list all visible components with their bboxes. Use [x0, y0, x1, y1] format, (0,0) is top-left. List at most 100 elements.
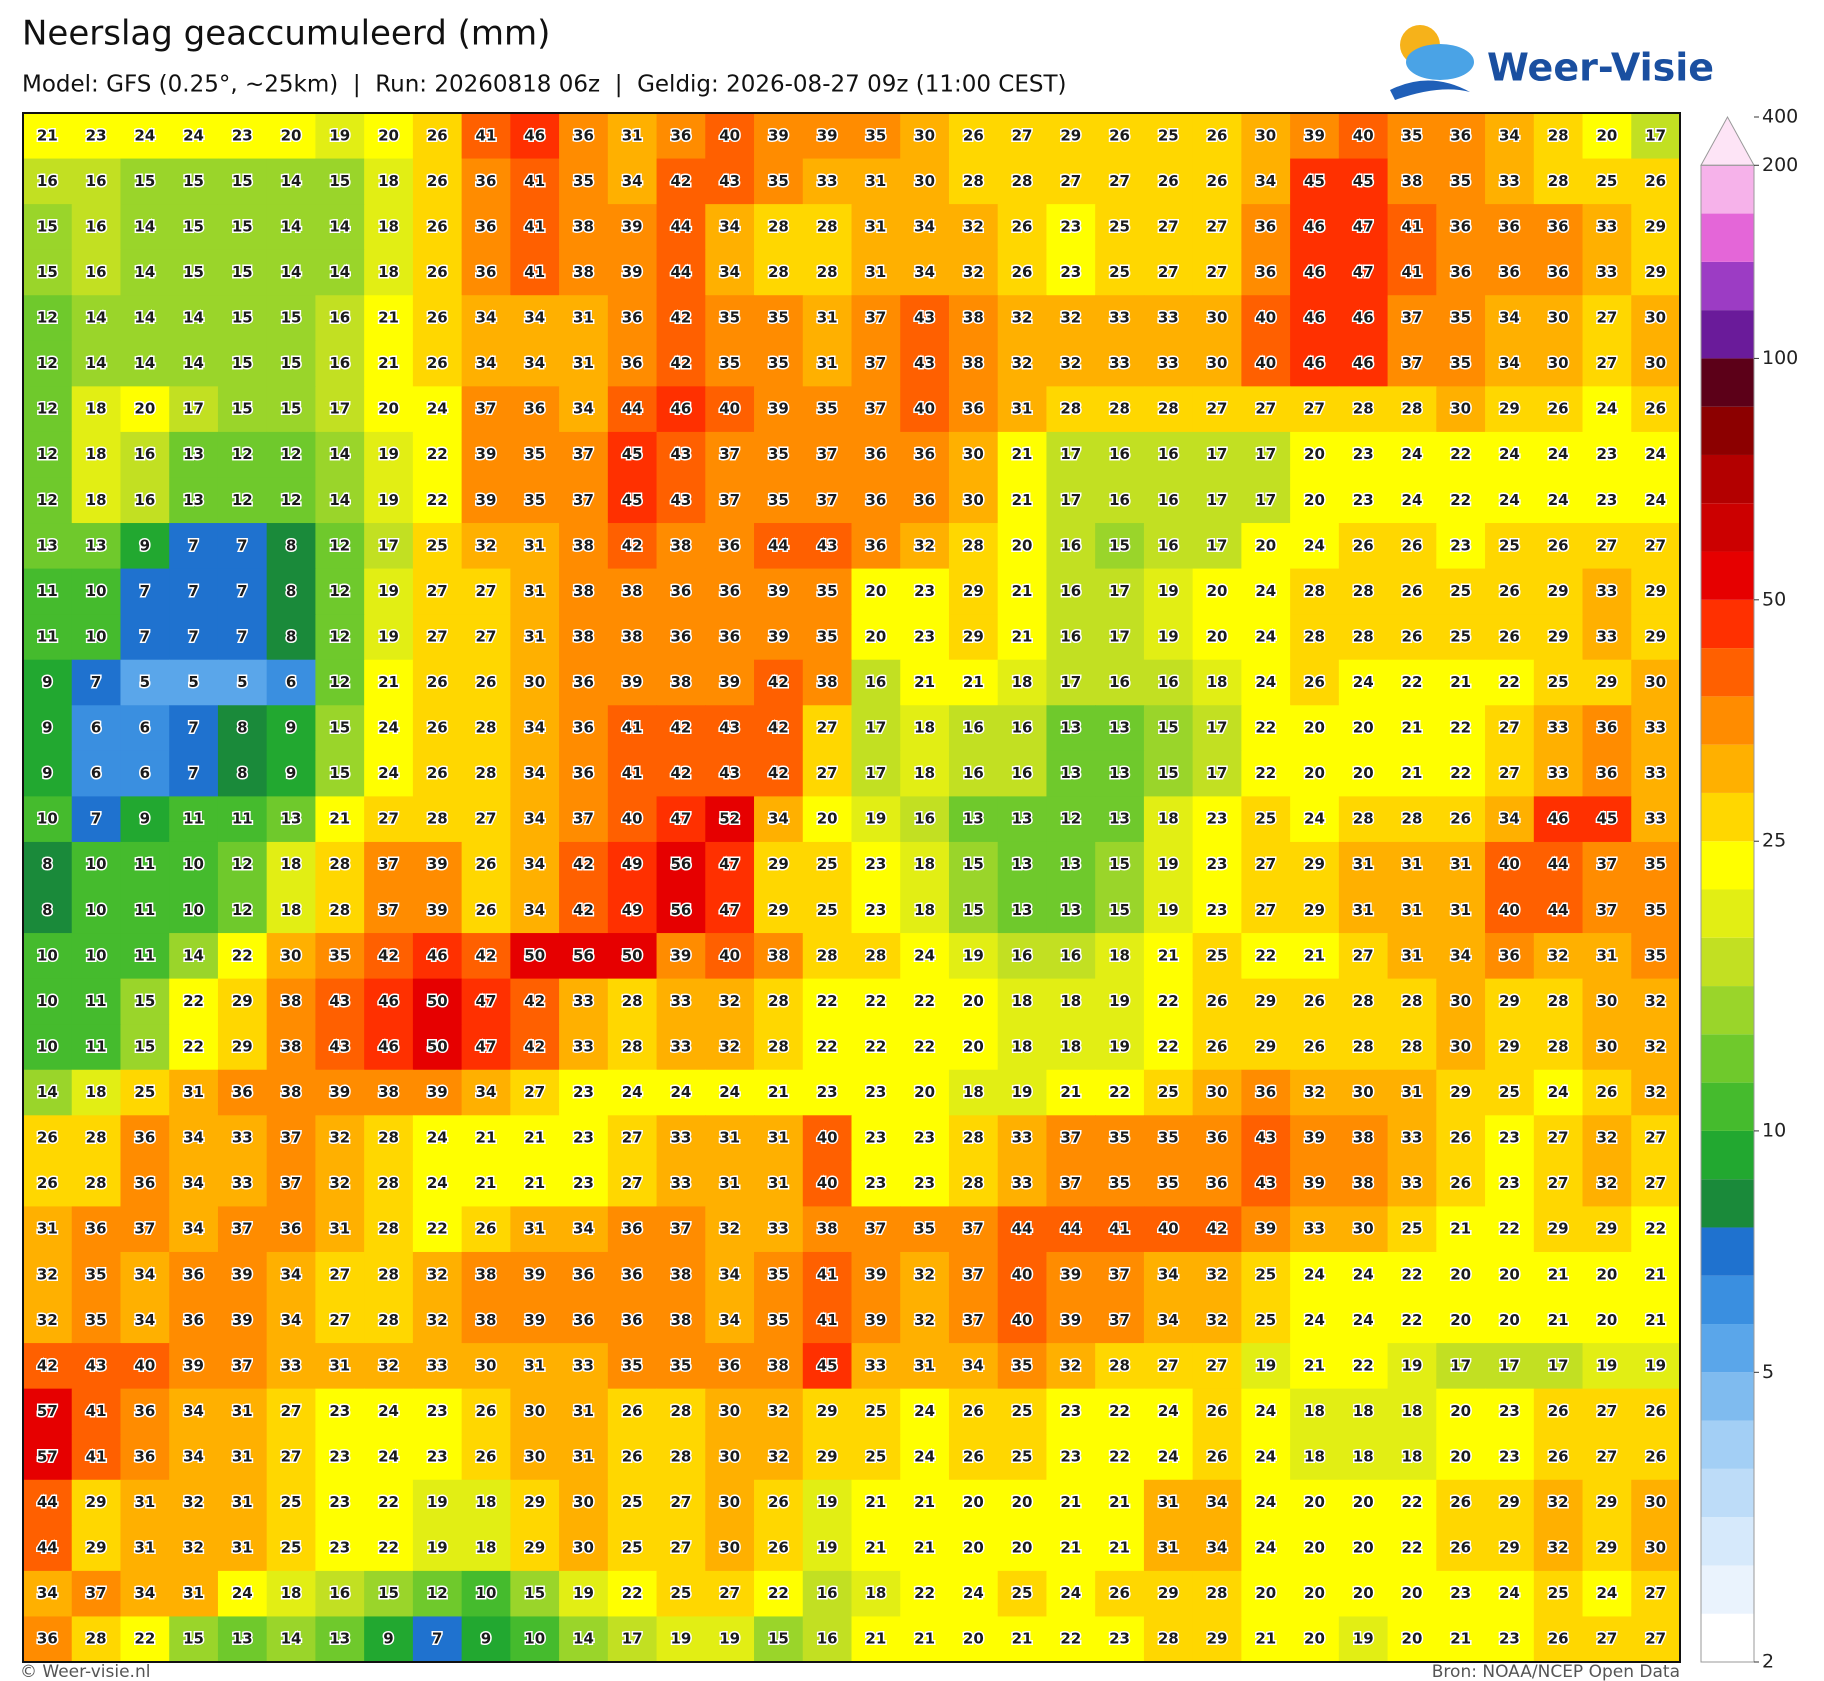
precip-label: 44	[1012, 1220, 1033, 1238]
precip-label: 22	[427, 1220, 448, 1238]
precip-cell	[364, 1525, 414, 1572]
precip-cell	[900, 1388, 950, 1435]
precip-label: 21	[1402, 764, 1423, 782]
precip-cell	[217, 568, 268, 615]
precip-cell	[948, 431, 999, 478]
precip-label: 37	[378, 855, 399, 873]
precip-cell	[1582, 1206, 1632, 1253]
precip-cell	[705, 1479, 755, 1526]
precip-label: 28	[1109, 1356, 1130, 1374]
precip-label: 18	[378, 172, 399, 190]
precip-label: 20	[1304, 1630, 1325, 1648]
precip-label: 19	[1109, 992, 1130, 1010]
precip-label: 42	[378, 946, 399, 964]
precip-cell	[607, 1479, 658, 1526]
precip-cell	[1095, 750, 1145, 797]
precip-cell	[364, 113, 414, 160]
precip-cell	[802, 659, 852, 706]
precip-label: 26	[1548, 1630, 1569, 1648]
precip-cell	[754, 1434, 804, 1481]
precip-label: 26	[1304, 1037, 1325, 1055]
precip-cell	[1241, 249, 1291, 296]
precip-cell	[1485, 887, 1535, 934]
precip-cell	[1046, 705, 1096, 752]
precip-cell	[754, 1115, 804, 1162]
precip-cell	[1338, 933, 1389, 980]
precip-label: 56	[670, 855, 691, 873]
precip-cell	[948, 978, 999, 1025]
precip-cell	[1436, 841, 1486, 888]
precip-cell	[754, 295, 804, 342]
precip-label: 13	[86, 536, 107, 554]
precip-cell	[559, 1525, 609, 1572]
precip-label: 29	[1499, 1037, 1520, 1055]
precip-cell	[217, 933, 268, 980]
precip-cell	[754, 340, 804, 387]
precip-label: 32	[1207, 1265, 1228, 1283]
precip-label: 23	[1207, 901, 1228, 919]
precip-label: 50	[427, 992, 448, 1010]
precip-cell	[900, 841, 950, 888]
precip-label: 32	[329, 1129, 350, 1147]
precip-label: 36	[963, 400, 984, 418]
precip-label: 41	[622, 764, 643, 782]
precip-cell	[754, 204, 804, 251]
precip-label: 27	[670, 1539, 691, 1557]
precip-label: 19	[378, 445, 399, 463]
precip-cell	[1046, 1616, 1096, 1663]
precip-label: 28	[817, 263, 838, 281]
precip-label: 39	[476, 445, 497, 463]
precip-cell	[1338, 204, 1389, 251]
precip-cell	[364, 1251, 414, 1299]
precip-cell	[217, 1297, 268, 1344]
precip-cell	[71, 158, 121, 205]
precip-cell	[754, 750, 804, 797]
precip-cell	[1095, 1616, 1145, 1663]
precip-label: 26	[427, 354, 448, 372]
precip-label: 30	[1353, 1083, 1374, 1101]
precip-cell	[656, 841, 706, 888]
precip-cell	[1290, 1616, 1340, 1663]
precip-label: 15	[232, 263, 253, 281]
precip-label: 26	[963, 1402, 984, 1420]
precip-cell	[705, 1434, 755, 1481]
precip-label: 15	[232, 400, 253, 418]
precip-label: 24	[963, 1584, 984, 1602]
precip-cell	[1436, 1024, 1486, 1071]
precip-label: 35	[1158, 1174, 1179, 1192]
precip-label: 37	[573, 810, 594, 828]
precip-cell	[607, 523, 658, 570]
precip-cell	[997, 1525, 1047, 1572]
precip-cell	[315, 659, 365, 706]
precip-label: 29	[817, 1402, 838, 1420]
precip-cell	[900, 158, 950, 205]
precip-cell	[948, 295, 999, 342]
precip-label: 20	[134, 400, 155, 418]
precip-cell	[607, 158, 658, 205]
precip-cell	[364, 1297, 414, 1344]
precip-cell	[559, 1206, 609, 1253]
precip-cell	[1192, 750, 1242, 797]
precip-label: 30	[524, 1402, 545, 1420]
precip-cell	[1485, 614, 1535, 661]
precip-cell	[1192, 295, 1242, 342]
precip-label: 26	[1548, 536, 1569, 554]
precip-cell	[607, 477, 658, 524]
precip-cell	[23, 295, 73, 342]
precip-cell	[1338, 1024, 1389, 1071]
precip-label: 36	[914, 445, 935, 463]
precip-label: 41	[1402, 217, 1423, 235]
precip-cell	[754, 887, 804, 934]
precip-label: 20	[1402, 1630, 1423, 1648]
precip-cell	[217, 1616, 268, 1663]
precip-label: 36	[183, 1265, 204, 1283]
precip-label: 30	[1645, 354, 1666, 372]
precip-label: 21	[914, 673, 935, 691]
precip-label: 36	[573, 1311, 594, 1329]
precip-label: 56	[573, 946, 594, 964]
precip-label: 23	[329, 1402, 350, 1420]
precip-cell	[1387, 1434, 1437, 1481]
precip-label: 30	[719, 1447, 740, 1465]
precip-cell	[607, 113, 658, 160]
precip-label: 15	[524, 1584, 545, 1602]
